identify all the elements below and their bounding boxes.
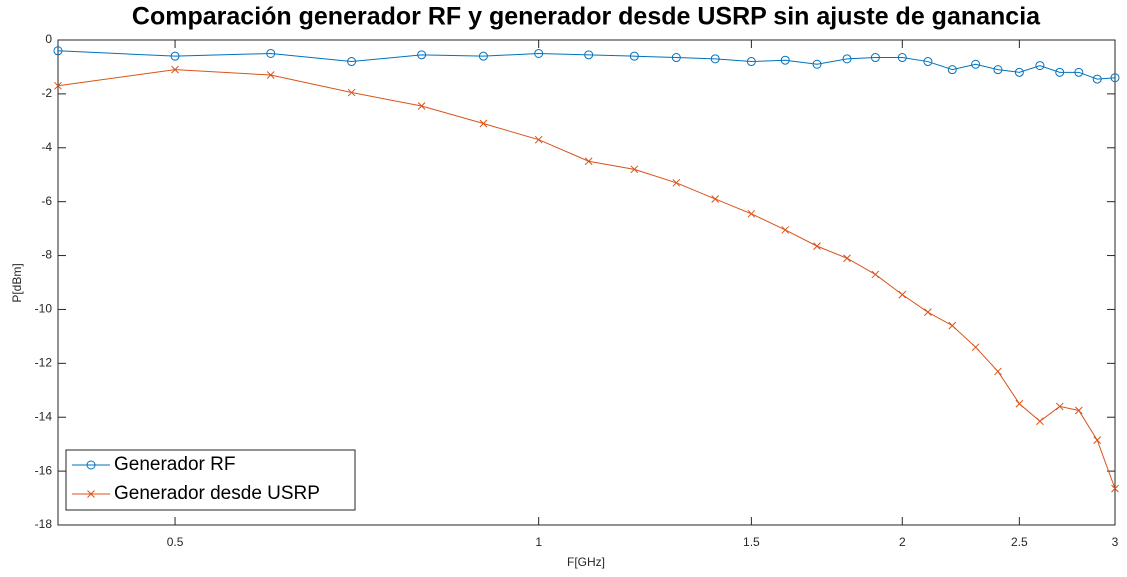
- series-line: [57, 69, 1116, 489]
- data-point: [629, 51, 639, 61]
- data-point: [1014, 67, 1024, 77]
- legend-marker: [87, 490, 95, 498]
- plot-frame: [57, 39, 1116, 526]
- data-point: [1110, 73, 1120, 83]
- data-point: [534, 48, 544, 58]
- data-point: [1015, 399, 1024, 408]
- data-point: [993, 65, 1003, 75]
- data-point: [630, 165, 639, 174]
- y-axis-label: P[dBm]: [10, 263, 24, 302]
- x-axis-label: F[GHz]: [567, 555, 605, 569]
- chart-title: Comparación generador RF y generador des…: [132, 3, 1041, 31]
- data-point: [1074, 406, 1083, 415]
- data-point: [923, 57, 933, 67]
- data-point: [924, 308, 932, 316]
- data-point: [1055, 402, 1064, 411]
- data-point: [1055, 67, 1065, 77]
- y-tick-label: -12: [35, 356, 53, 370]
- data-point: [347, 57, 357, 67]
- data-point: [947, 65, 957, 75]
- y-tick-label: -14: [35, 409, 53, 423]
- data-point: [871, 270, 880, 279]
- data-point: [1036, 417, 1044, 426]
- y-tick-label: -2: [41, 86, 52, 100]
- y-tick-label: -4: [41, 140, 52, 154]
- data-point: [780, 55, 790, 65]
- x-tick-label: 1: [535, 535, 542, 549]
- x-tick-label: 0.5: [167, 535, 184, 549]
- data-point: [1092, 74, 1102, 84]
- data-point: [870, 53, 880, 63]
- data-point: [53, 46, 63, 56]
- data-point: [1035, 61, 1045, 71]
- x-tick-label: 3: [1112, 535, 1119, 549]
- x-tick-label: 2.5: [1011, 535, 1028, 549]
- data-point: [971, 343, 980, 352]
- data-point: [710, 54, 720, 64]
- legend-box: [65, 449, 356, 511]
- data-point: [1093, 436, 1102, 444]
- data-point: [1111, 484, 1119, 493]
- data-point: [584, 157, 593, 166]
- y-tick-label: -10: [35, 302, 53, 316]
- data-point: [842, 54, 852, 64]
- data-point: [897, 53, 907, 63]
- data-point: [812, 59, 822, 69]
- y-tick-label: 0: [45, 32, 52, 46]
- data-point: [843, 254, 851, 263]
- data-point: [266, 48, 276, 58]
- y-tick-label: -16: [35, 463, 53, 477]
- legend-label: Generador desde USRP: [114, 483, 320, 504]
- data-point: [671, 53, 681, 63]
- data-point: [781, 226, 790, 234]
- data-point: [347, 88, 356, 97]
- data-point: [266, 71, 275, 79]
- data-point: [813, 242, 821, 250]
- data-point: [478, 51, 488, 61]
- y-tick-label: -6: [41, 194, 52, 208]
- data-point: [171, 65, 179, 74]
- data-point: [170, 51, 180, 61]
- data-point: [746, 57, 756, 67]
- data-point: [971, 59, 981, 69]
- y-tick-label: -18: [35, 517, 53, 531]
- legend-marker: [86, 460, 96, 470]
- data-point: [898, 290, 907, 299]
- y-tick-label: -8: [41, 248, 52, 262]
- data-point: [417, 50, 427, 60]
- data-point: [534, 135, 543, 144]
- x-tick-label: 1.5: [743, 535, 760, 549]
- data-point: [672, 178, 681, 187]
- data-point: [747, 209, 756, 218]
- legend-label: Generador RF: [114, 454, 235, 475]
- data-point: [584, 50, 594, 60]
- data-point: [479, 119, 488, 128]
- data-point: [994, 367, 1002, 376]
- data-point: [54, 81, 62, 90]
- series-line: [57, 50, 1116, 80]
- data-point: [417, 102, 426, 110]
- x-tick-label: 2: [899, 535, 906, 549]
- data-point: [1074, 67, 1084, 77]
- data-point: [948, 321, 957, 330]
- data-point: [711, 195, 720, 203]
